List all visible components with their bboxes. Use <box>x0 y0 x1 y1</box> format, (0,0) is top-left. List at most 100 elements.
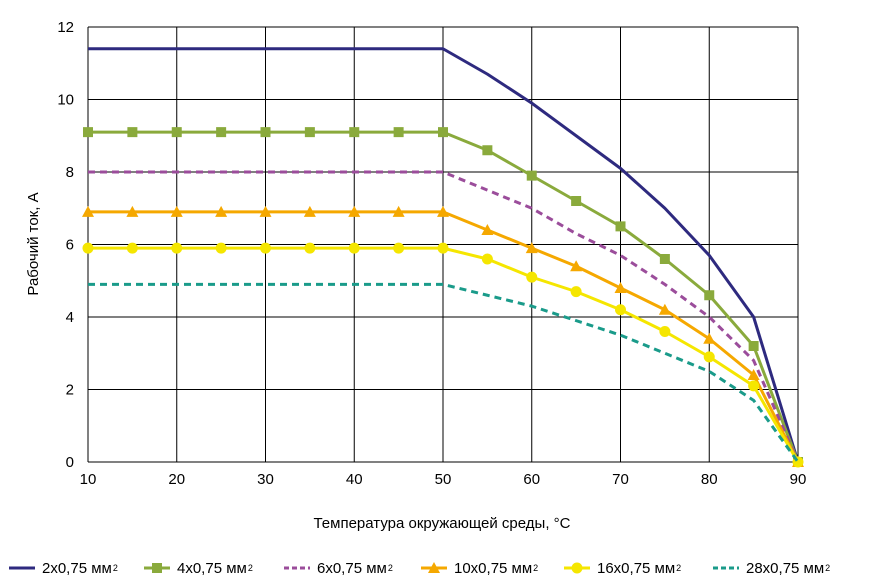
series-3-point-3 <box>215 205 228 217</box>
series-3-point-10 <box>525 242 538 254</box>
series-4-point-12 <box>615 304 626 316</box>
series-3-point-13 <box>658 303 671 315</box>
series-3-point-14 <box>703 332 716 344</box>
x-tick-label-0: 10 <box>80 471 97 488</box>
legend-item-5: 28x0,75 мм 2 <box>712 555 830 581</box>
y-tick-label-4: 8 <box>66 164 74 181</box>
x-tick-label-2: 30 <box>257 471 274 488</box>
legend-marker-4 <box>571 562 583 574</box>
series-3-point-5 <box>303 205 316 217</box>
series-4-point-14 <box>703 351 715 363</box>
legend-label-2: 6x0,75 мм <box>317 559 387 577</box>
series-1-point-11 <box>571 196 582 206</box>
legend-unit-sup-5: 2 <box>825 563 831 573</box>
series-3-point-8 <box>437 205 449 217</box>
series-1-point-1 <box>127 127 138 138</box>
series-3-point-7 <box>392 205 405 217</box>
x-tick-label-7: 80 <box>701 471 718 488</box>
series-1-point-3 <box>216 127 227 138</box>
series-4-point-3 <box>215 242 227 254</box>
series-4-point-9 <box>481 253 493 265</box>
legend-swatch-2 <box>284 566 310 570</box>
legend: 2x0,75 мм 2 4x0,75 мм 2 6x0,75 мм 2 10x0,75 мм… <box>0 555 889 581</box>
legend-unit-sup-0: 2 <box>112 563 118 573</box>
y-tick-label-0: 0 <box>66 454 74 471</box>
legend-swatch-1 <box>144 563 170 573</box>
series-line-2 <box>88 170 800 463</box>
series-1-point-5 <box>304 127 315 138</box>
legend-swatch-5 <box>713 566 739 570</box>
legend-item-0: 2x0,75 мм 2 <box>8 555 118 581</box>
series-3-point-4 <box>259 205 272 217</box>
series-4-point-2 <box>171 242 183 254</box>
series-1-point-10 <box>526 170 537 181</box>
series-1-point-4 <box>260 127 271 138</box>
series-1-point-9 <box>482 145 493 156</box>
series-3-point-2 <box>170 205 183 217</box>
series-layer <box>82 47 804 468</box>
x-tick-label-6: 70 <box>612 471 629 488</box>
series-3-point-15 <box>747 369 760 380</box>
y-axis-label: Рабочий ток, А <box>25 192 42 295</box>
series-1-point-15 <box>748 341 759 351</box>
legend-item-1: 4x0,75 мм 2 <box>143 555 253 581</box>
series-3-point-12 <box>614 282 627 293</box>
legend-unit-sup-1: 2 <box>247 563 253 573</box>
series-4-point-0 <box>82 242 94 254</box>
legend-label-5: 28x0,75 мм <box>746 559 825 577</box>
series-4-point-7 <box>393 242 405 254</box>
series-3-point-6 <box>348 205 361 217</box>
series-1-point-8 <box>438 127 448 138</box>
x-axis-label: Температура окружающей среды, °C <box>313 515 570 532</box>
y-tick-label-6: 12 <box>57 19 74 36</box>
series-1-point-13 <box>659 254 670 264</box>
legend-marker-1 <box>152 563 162 573</box>
series-4-point-10 <box>526 271 538 283</box>
x-tick-label-1: 20 <box>168 471 185 488</box>
series-3-point-11 <box>570 260 583 272</box>
legend-unit-sup-2: 2 <box>387 563 393 573</box>
x-tick-label-5: 60 <box>523 471 540 488</box>
series-line-0 <box>88 47 800 463</box>
series-4-point-13 <box>659 326 671 337</box>
legend-label-4: 16x0,75 мм <box>597 559 676 577</box>
series-1-point-6 <box>349 127 360 138</box>
series-line-5 <box>88 282 800 463</box>
series-1-point-2 <box>171 127 182 138</box>
series-2 <box>88 170 800 463</box>
series-4-point-15 <box>748 380 760 392</box>
legend-swatch-0 <box>9 566 35 570</box>
series-3-point-1 <box>126 205 139 217</box>
legend-item-3: 10x0,75 мм 2 <box>420 555 538 581</box>
series-1 <box>83 127 803 467</box>
series-3 <box>82 205 804 467</box>
x-tick-label-8: 90 <box>790 471 807 488</box>
legend-swatch-3 <box>421 562 447 573</box>
legend-label-1: 4x0,75 мм <box>177 559 247 577</box>
legend-marker-3 <box>428 562 440 573</box>
series-1-point-7 <box>393 127 404 138</box>
tick-labels: 10 20 30 40 50 60 70 80 90 0 2 4 6 8 10 12 <box>57 19 806 488</box>
series-3-point-9 <box>481 224 494 235</box>
legend-label-0: 2x0,75 мм <box>42 559 112 577</box>
series-4-point-4 <box>260 242 271 254</box>
legend-item-4: 16x0,75 мм 2 <box>563 555 681 581</box>
legend-item-2: 6x0,75 мм 2 <box>283 555 393 581</box>
series-5 <box>88 282 800 463</box>
series-4-point-6 <box>348 242 360 254</box>
legend-swatch-4 <box>564 562 590 574</box>
legend-unit-sup-3: 2 <box>533 563 539 573</box>
legend-label-3: 10x0,75 мм <box>454 559 533 577</box>
x-tick-label-3: 40 <box>346 471 363 488</box>
series-4-point-1 <box>126 242 138 254</box>
y-tick-label-2: 4 <box>66 309 74 326</box>
y-tick-label-5: 10 <box>57 92 74 109</box>
line-chart: 10 20 30 40 50 60 70 80 90 0 2 4 6 8 10 12 Температура … <box>25 19 806 532</box>
x-tick-label-4: 50 <box>435 471 452 488</box>
series-3-point-0 <box>82 205 94 217</box>
series-4-point-8 <box>437 242 449 254</box>
y-tick-label-3: 6 <box>66 237 74 254</box>
series-4-point-11 <box>570 286 582 298</box>
series-1-point-0 <box>83 127 93 138</box>
series-1-point-12 <box>615 221 626 232</box>
